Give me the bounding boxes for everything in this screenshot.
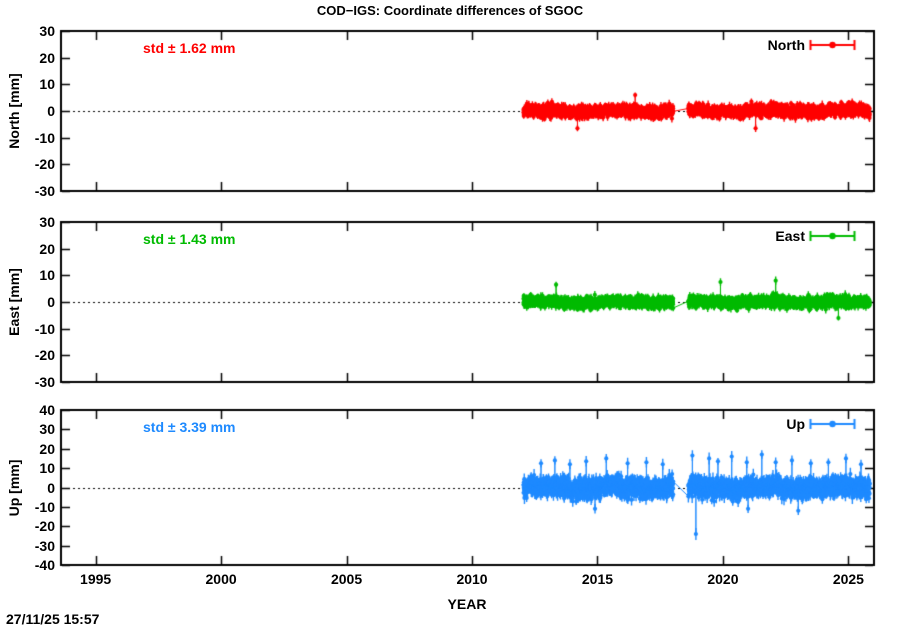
std-annotation-east: std ± 1.43 mm	[143, 231, 236, 247]
y-tick-label: 20	[39, 240, 55, 257]
x-tick-label: 2005	[330, 571, 363, 587]
x-tick-label: 2020	[707, 571, 739, 587]
x-tick-label: 1995	[80, 571, 112, 587]
y-tick-label: 10	[39, 460, 55, 477]
y-tick-label: 0	[47, 103, 55, 119]
y-tick-label: 30	[39, 421, 55, 438]
x-tick-label: 2015	[581, 571, 614, 587]
x-tick-label: 2025	[832, 571, 864, 587]
x-tick-label: 2000	[205, 571, 237, 587]
y-tick-label: 30	[39, 214, 55, 230]
legend-label-up: Up	[786, 416, 805, 432]
y-tick-label: -30	[34, 537, 55, 554]
plot-timestamp: 27/11/25 15:57	[6, 611, 100, 627]
std-annotation-north: std ± 1.62 mm	[143, 40, 236, 56]
y-tick-label: -10	[34, 129, 55, 146]
y-tick-label: 10	[39, 76, 55, 93]
y-tick-label: 10	[39, 267, 55, 284]
chart-title: COD−IGS: Coordinate differences of SGOC	[316, 3, 584, 18]
std-annotation-up: std ± 3.39 mm	[143, 419, 236, 435]
y-tick-label: 20	[39, 49, 55, 66]
x-tick-label: 2010	[456, 571, 488, 587]
legend-label-north: North	[767, 37, 805, 53]
x-axis-title: YEAR	[447, 596, 487, 612]
y-tick-label: -20	[34, 518, 55, 535]
y-tick-label: -40	[34, 557, 55, 573]
y-tick-label: -30	[34, 374, 55, 390]
y-tick-label: -10	[34, 320, 55, 337]
y-tick-label: -30	[34, 183, 55, 199]
legend-label-east: East	[775, 228, 805, 244]
y-tick-label: 40	[39, 402, 55, 418]
y-tick-label: 0	[47, 294, 55, 310]
y-tick-label: -20	[34, 156, 55, 173]
y-tick-label: -20	[34, 347, 55, 364]
y-tick-label: 30	[39, 23, 55, 39]
y-tick-label: 20	[39, 440, 55, 457]
y-tick-label: 0	[47, 479, 55, 496]
y-tick-label: -10	[34, 498, 55, 515]
